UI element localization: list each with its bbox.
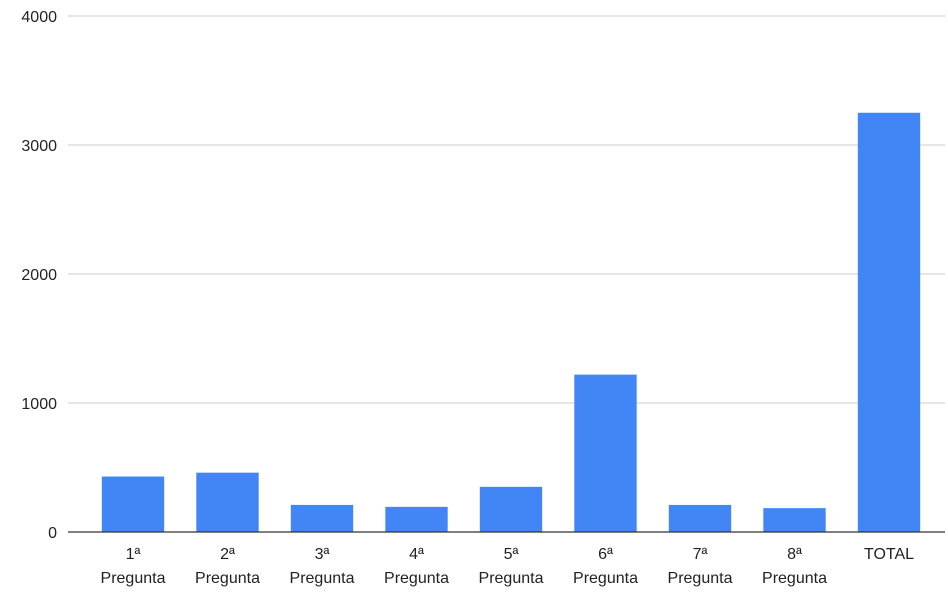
y-tick-label: 0 xyxy=(48,525,57,542)
bar xyxy=(385,506,448,532)
bar xyxy=(101,476,165,532)
bar xyxy=(196,472,259,532)
bar xyxy=(290,504,354,532)
bar xyxy=(763,508,826,532)
bar xyxy=(574,374,637,532)
bar xyxy=(479,486,543,532)
x-tick-label: 8ª Pregunta xyxy=(762,546,827,587)
x-tick-label: 7ª Pregunta xyxy=(668,546,733,587)
x-tick-label: 5ª Pregunta xyxy=(479,546,544,587)
x-tick-label: 6ª Pregunta xyxy=(573,546,638,587)
x-tick-label: 2ª Pregunta xyxy=(195,546,260,587)
x-tick-label: 4ª Pregunta xyxy=(384,546,449,587)
x-tick-label: TOTAL xyxy=(864,546,914,563)
x-tick-label: 1ª Pregunta xyxy=(101,546,166,587)
y-tick-label: 1000 xyxy=(21,396,57,413)
x-tick-label: 3ª Pregunta xyxy=(290,546,355,587)
y-tick-label: 4000 xyxy=(21,9,57,26)
y-tick-label: 2000 xyxy=(21,267,57,284)
bar xyxy=(857,112,921,532)
bar xyxy=(668,504,732,532)
y-tick-label: 3000 xyxy=(21,138,57,155)
